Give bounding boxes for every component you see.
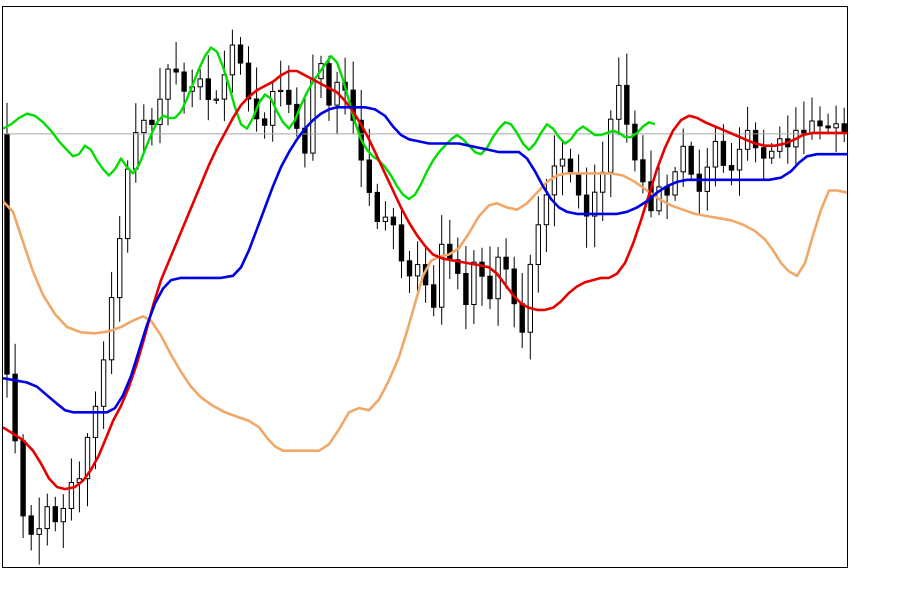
chart-svg [3,29,847,565]
candle-body [600,171,606,193]
candle-body [326,63,332,106]
candle-body [801,129,807,134]
candle-body [511,268,517,305]
candle-body [44,506,50,530]
candle-body [141,119,147,134]
candle-body [157,98,163,125]
candle-body [245,62,252,100]
candle-body [592,191,598,217]
candle-body [213,98,220,101]
candle-body [197,78,203,88]
candle-body [439,243,445,308]
candle-body [761,147,767,159]
candle-body [374,191,381,222]
candle-body [149,119,155,126]
candle-body [720,140,727,166]
candle-body [825,125,831,129]
candle-body [680,145,686,173]
candle-body [398,224,405,262]
candle-body [608,118,614,173]
candle-body [286,89,292,105]
candle-body [479,261,485,277]
candle-body [431,284,437,308]
candle-body [12,373,18,442]
candle-body [583,194,590,217]
candle-body [769,150,775,159]
candle-body [133,132,139,170]
candle-body [503,256,509,270]
candle-body [551,165,558,196]
chikou-span-line [3,46,656,201]
candle-body [68,482,75,509]
candle-body [181,71,187,92]
candle-body [487,275,493,300]
candle-body [559,158,566,167]
candle-body [28,515,34,535]
candle-body [20,440,26,517]
candle-body [173,68,179,73]
candle-body [382,216,389,223]
candle-body [366,159,373,193]
candle-body [519,303,525,333]
candle-body [567,158,574,174]
candle-body [543,194,550,226]
candle-body [688,145,694,175]
candle-body [632,123,638,161]
candle-body [261,118,268,126]
candle-body [809,120,815,134]
candle-body [616,84,622,120]
candle-body [310,78,316,154]
candle-body [624,84,630,125]
candle-body [696,173,702,192]
candle-body [471,261,477,305]
candle-body [84,436,91,480]
candle-body [205,78,212,101]
candle-body [92,405,99,438]
candle-body [640,159,646,183]
candle-body [390,216,397,226]
candle-body [100,359,107,407]
candle-body [60,508,66,523]
time-axis[interactable] [0,569,900,595]
candle-body [817,120,823,127]
candle-body [406,260,413,277]
candle-body [36,528,42,535]
candle-body [455,259,461,274]
price-axis[interactable] [848,6,900,568]
chart-canvas[interactable] [3,7,847,567]
candle-body [165,68,171,100]
candle-body [229,44,236,76]
candle-body [463,273,469,305]
senkou-span-b-line [3,172,847,453]
candle-body [833,123,839,129]
candle-body [278,89,284,93]
candle-body [752,129,759,149]
candle-body [52,506,58,523]
candle-body [125,168,131,240]
candle-body [728,165,735,171]
kijun-sen-line [3,106,847,414]
candle-body [527,263,533,333]
candle-body [117,238,123,299]
candlestick-series [4,29,847,565]
candle-body [535,224,541,266]
tenkan-sen-line [3,69,847,491]
candle-body [575,172,582,196]
chart-plot-frame[interactable] [2,6,848,568]
candle-body [736,148,743,171]
candle-body [4,133,10,375]
candle-body [414,264,421,277]
candle-body [712,140,719,168]
candle-body [237,44,244,64]
